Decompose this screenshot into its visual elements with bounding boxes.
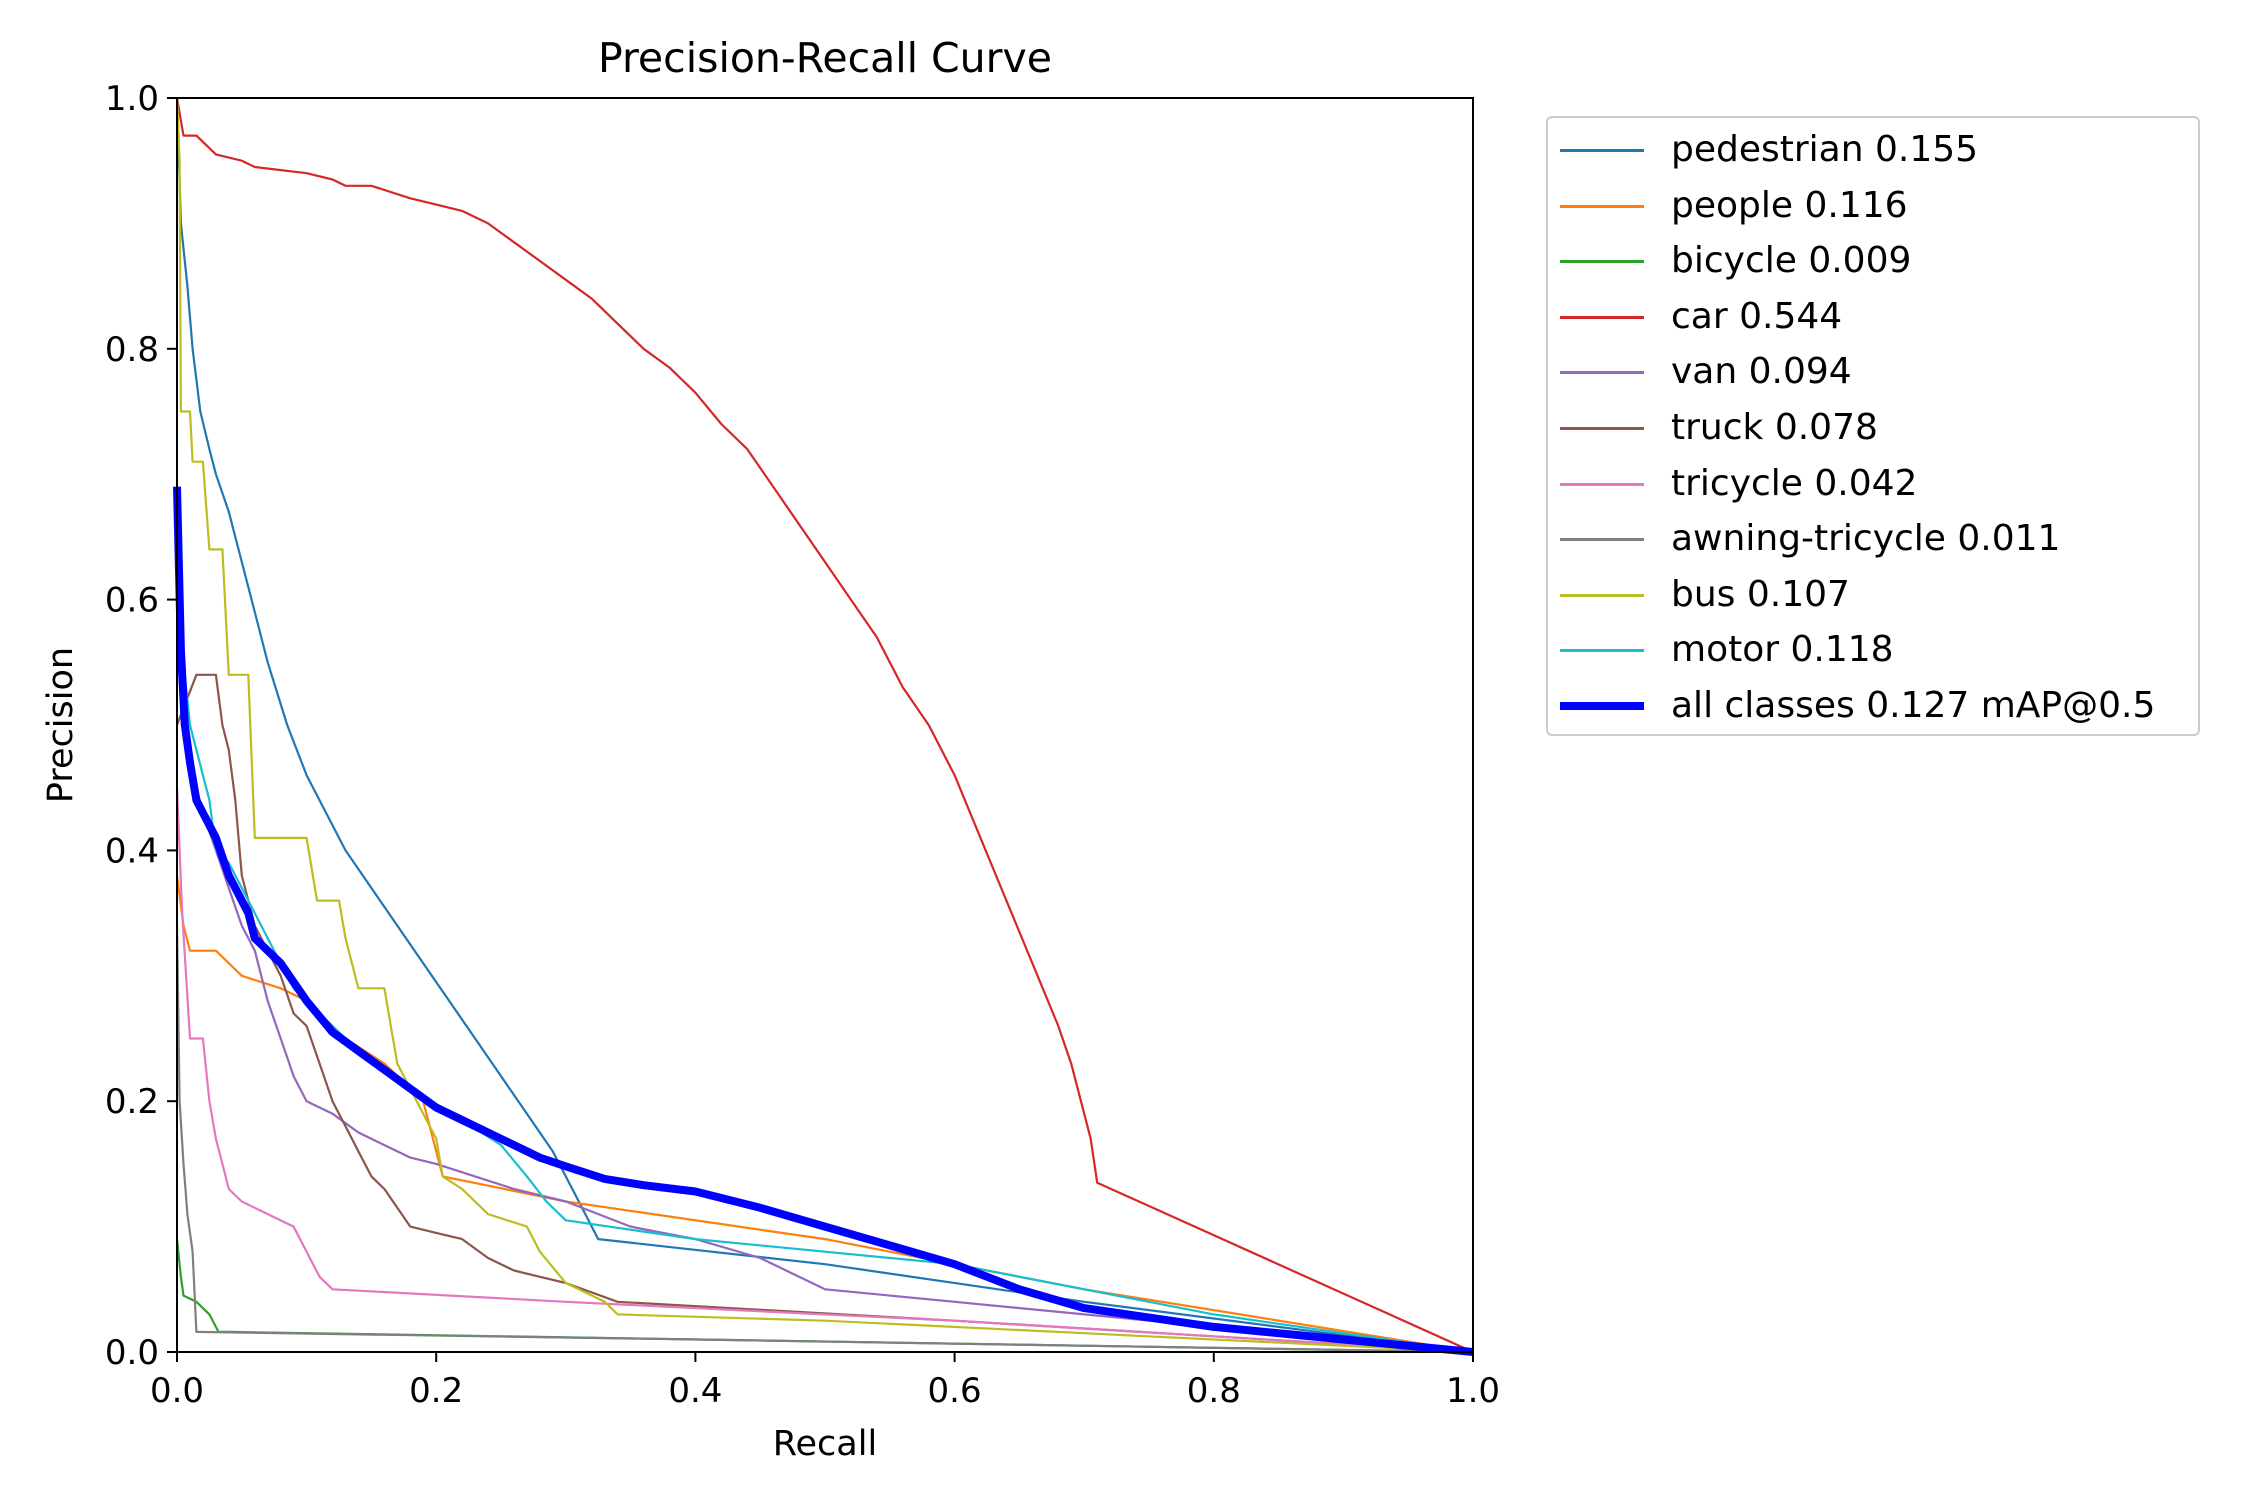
legend-item: truck 0.078 (1548, 408, 2202, 448)
legend-label: bicycle 0.009 (1671, 240, 1912, 282)
legend-swatch (1560, 149, 1644, 152)
series-line-tricycle (175, 787, 1474, 1354)
x-tick-label: 0.2 (409, 1371, 463, 1411)
x-tick-label: 0.0 (150, 1371, 204, 1411)
x-tick-label: 1.0 (1446, 1371, 1500, 1411)
y-tick-label: 0.0 (105, 1333, 159, 1373)
legend-item: pedestrian 0.155 (1548, 130, 2202, 170)
series-line-van (175, 536, 1474, 1354)
legend-swatch (1560, 427, 1644, 430)
legend-swatch (1560, 649, 1644, 653)
legend-swatch (1560, 260, 1644, 264)
y-axis-label: Precision (41, 647, 81, 803)
legend-item: car 0.544 (1548, 295, 2202, 337)
legend-label: van 0.094 (1671, 351, 1852, 393)
legend-label: pedestrian 0.155 (1671, 129, 1979, 170)
legend-item: bus 0.107 (1548, 573, 2202, 615)
legend-label: car 0.544 (1671, 295, 1843, 337)
series-line-awning-tricycle (175, 925, 1474, 1354)
legend-item: van 0.094 (1548, 352, 2202, 392)
legend-swatch (1560, 593, 1644, 597)
x-tick-label: 0.6 (928, 1371, 982, 1411)
y-tick-label: 0.2 (105, 1082, 159, 1122)
legend-swatch (1560, 371, 1644, 375)
legend-swatch (1560, 702, 1644, 710)
y-tick-label: 0.4 (105, 831, 159, 871)
legend-item: people 0.116 (1548, 184, 2202, 226)
legend-label: bus 0.107 (1671, 573, 1850, 615)
legend-swatch (1560, 482, 1644, 486)
legend-label: tricycle 0.042 (1671, 462, 1918, 504)
legend-item: bicycle 0.009 (1548, 241, 2202, 281)
legend-label: people 0.116 (1671, 184, 1908, 226)
y-tick-label: 0.6 (105, 581, 159, 621)
plot-frame (176, 97, 1474, 1353)
series-line-all (173, 486, 1474, 1356)
chart-title: Precision-Recall Curve (598, 34, 1052, 82)
legend-item: tricycle 0.042 (1548, 462, 2202, 504)
x-tick-label: 0.8 (1187, 1371, 1241, 1411)
y-tick-label: 0.8 (105, 330, 159, 370)
x-tick-label: 0.4 (668, 1371, 722, 1411)
legend-swatch (1560, 204, 1644, 208)
legend-item: motor 0.118 (1548, 630, 2202, 670)
y-tick-label: 1.0 (105, 79, 159, 119)
legend-label: motor 0.118 (1671, 629, 1894, 671)
legend-item: awning-tricycle 0.011 (1548, 519, 2202, 559)
series-line-truck (175, 673, 1474, 1354)
series-line-people (175, 875, 1474, 1354)
legend-item: all classes 0.127 mAP@0.5 (1548, 686, 2202, 726)
legend-swatch (1560, 315, 1644, 319)
series-line-bus (175, 97, 1474, 1354)
x-axis-label: Recall (773, 1424, 877, 1464)
legend-label: all classes 0.127 mAP@0.5 (1671, 685, 2156, 726)
legend-swatch (1560, 538, 1644, 542)
legend-label: truck 0.078 (1671, 407, 1878, 448)
series-line-pedestrian (175, 97, 1474, 1354)
series-line-car (175, 97, 1474, 1354)
legend: pedestrian 0.155 people 0.116 bicycle 0.00… (1546, 116, 2200, 736)
legend-label: awning-tricycle 0.011 (1671, 518, 2061, 560)
